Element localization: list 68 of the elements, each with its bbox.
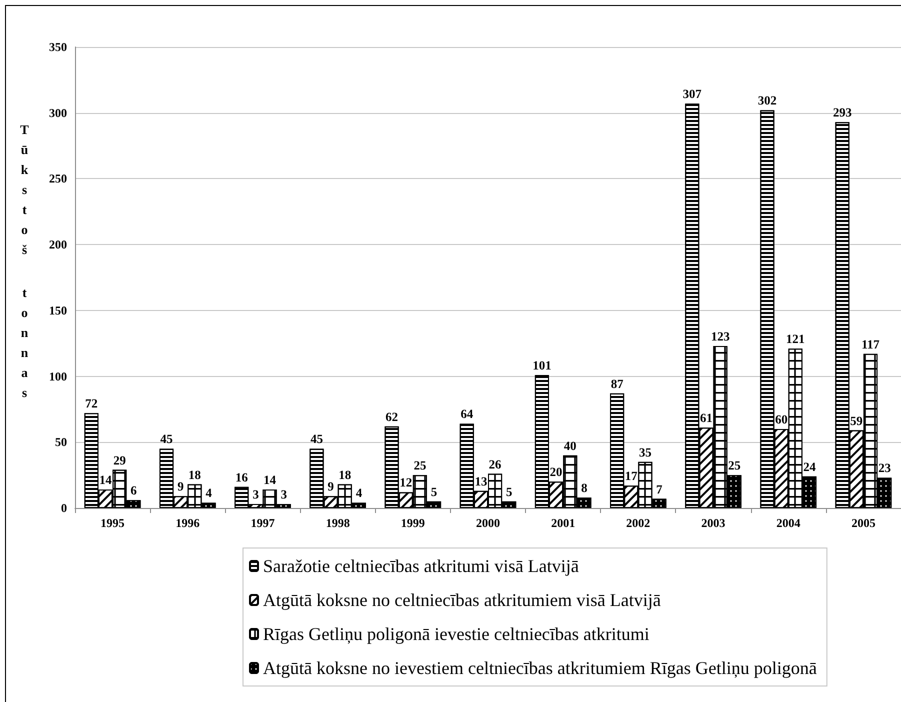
x-tick-label: 1996 (176, 516, 200, 530)
x-tick-label: 2003 (701, 516, 726, 530)
data-label: 40 (564, 438, 576, 453)
data-label: 9 (177, 480, 184, 494)
legend-label: Atgūtā koksne no celtniecības atkritumiem visā Latvijā (263, 590, 661, 610)
data-label: 16 (235, 470, 248, 484)
data-label: 8 (581, 480, 588, 495)
data-label: 23 (878, 461, 891, 476)
y-tick-label: 200 (49, 238, 67, 252)
data-label: 293 (832, 106, 852, 120)
data-label: 24 (803, 460, 816, 474)
y-tick-label: 300 (49, 106, 67, 120)
data-label: 6 (130, 484, 137, 498)
data-label: 18 (338, 468, 352, 482)
data-label: 12 (400, 476, 412, 490)
data-label: 18 (188, 468, 201, 482)
data-label: 45 (310, 432, 323, 446)
data-label: 5 (430, 484, 438, 499)
data-label: 4 (206, 486, 213, 500)
x-tick-label: 2000 (476, 516, 500, 530)
data-label: 72 (85, 396, 98, 411)
data-label: 14 (264, 473, 277, 488)
data-label: 25 (728, 458, 741, 473)
data-label: 61 (700, 411, 712, 426)
data-label: 25 (414, 458, 426, 473)
data-label: 62 (386, 410, 398, 424)
data-label: 45 (160, 432, 173, 446)
data-label: 9 (328, 480, 334, 494)
data-label: 121 (786, 332, 805, 346)
legend-label: Saražotie celtniecības atkritumi visā Latvijā (263, 556, 579, 576)
x-tick-label: 2002 (626, 516, 650, 530)
legend-label: Atgūtā koksne no ievestiem celtniecības atkritumiem Rīgas Getliņu poligonā (263, 658, 817, 678)
x-tick-label: 1999 (400, 516, 425, 530)
data-label: 14 (99, 473, 113, 488)
y-tick-label: 100 (49, 369, 67, 384)
data-label: 3 (280, 488, 287, 502)
data-label: 302 (758, 94, 777, 108)
legend-label: Rīgas Getliņu poligonā ievestie celtniecības atkritumi (263, 624, 650, 644)
data-label: 13 (474, 474, 488, 488)
x-tick-label: 1995 (100, 516, 125, 530)
data-label: 5 (506, 484, 512, 499)
x-tick-label: 2001 (551, 516, 576, 530)
data-label: 117 (861, 337, 880, 352)
x-tick-label: 1997 (250, 516, 275, 530)
y-tick-label: 350 (49, 40, 67, 54)
y-tick-label: 150 (49, 303, 67, 318)
x-tick-label: 2005 (851, 516, 876, 530)
data-label: 59 (850, 414, 863, 428)
data-label: 26 (488, 457, 502, 472)
data-label: 87 (610, 376, 624, 391)
data-label: 35 (638, 445, 652, 460)
y-axis-title: Tūkstoš tonnas (17, 122, 32, 405)
data-label: 4 (356, 486, 363, 500)
y-tick-label: 50 (55, 435, 67, 450)
data-label: 123 (710, 329, 730, 344)
y-tick-label: 0 (61, 501, 67, 515)
data-label: 64 (460, 407, 474, 422)
data-label: 307 (682, 87, 702, 102)
x-tick-label: 2004 (776, 516, 800, 530)
data-label: 7 (656, 482, 662, 496)
data-label: 20 (550, 465, 562, 480)
x-tick-label: 1998 (326, 516, 350, 530)
data-label: 3 (252, 488, 259, 502)
y-tick-label: 250 (49, 172, 67, 186)
data-label: 101 (532, 358, 552, 372)
data-label: 17 (624, 469, 638, 484)
data-label: 60 (775, 412, 788, 426)
data-label: 29 (113, 453, 126, 468)
